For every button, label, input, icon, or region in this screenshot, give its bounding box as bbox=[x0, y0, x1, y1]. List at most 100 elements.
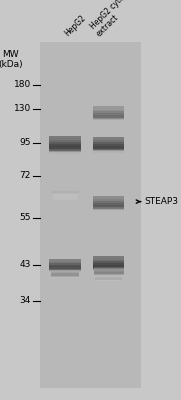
Bar bbox=[93, 106, 125, 118]
Bar bbox=[53, 196, 77, 198]
Text: MW
(kDa): MW (kDa) bbox=[0, 50, 23, 69]
Bar bbox=[93, 201, 125, 204]
Bar bbox=[93, 150, 125, 152]
Bar bbox=[49, 151, 81, 154]
Text: STEAP3: STEAP3 bbox=[145, 197, 179, 206]
Bar bbox=[53, 198, 77, 200]
Bar bbox=[93, 142, 125, 145]
Bar bbox=[93, 115, 125, 118]
Bar bbox=[93, 199, 125, 202]
Bar bbox=[94, 268, 124, 269]
Bar bbox=[49, 266, 81, 269]
Bar bbox=[52, 192, 79, 193]
Bar bbox=[93, 138, 125, 140]
Bar bbox=[51, 272, 79, 273]
Bar bbox=[95, 278, 122, 280]
Bar bbox=[93, 269, 125, 271]
Bar bbox=[93, 140, 125, 143]
Text: 130: 130 bbox=[14, 104, 31, 113]
Bar bbox=[93, 209, 125, 211]
Bar bbox=[93, 196, 125, 208]
Bar bbox=[49, 142, 81, 145]
Bar bbox=[40, 42, 141, 388]
Bar bbox=[52, 188, 79, 189]
Bar bbox=[49, 262, 81, 264]
Bar bbox=[49, 149, 81, 152]
Bar bbox=[53, 195, 77, 196]
Bar bbox=[93, 113, 125, 116]
Bar bbox=[49, 265, 81, 267]
Bar bbox=[95, 279, 122, 280]
Bar bbox=[93, 268, 125, 270]
Bar bbox=[93, 208, 125, 210]
Bar bbox=[95, 280, 122, 281]
Bar bbox=[53, 194, 77, 199]
Bar bbox=[51, 274, 79, 275]
Bar bbox=[94, 269, 124, 270]
Bar bbox=[94, 272, 124, 274]
Bar bbox=[51, 272, 79, 274]
Text: 43: 43 bbox=[19, 260, 31, 269]
Bar bbox=[93, 146, 125, 149]
Bar bbox=[52, 194, 79, 195]
Bar bbox=[93, 110, 125, 112]
Bar bbox=[51, 270, 79, 276]
Bar bbox=[49, 148, 81, 151]
Bar bbox=[94, 274, 124, 276]
Bar bbox=[94, 271, 124, 273]
Bar bbox=[95, 278, 122, 279]
Bar bbox=[95, 275, 122, 280]
Bar bbox=[93, 116, 125, 119]
Bar bbox=[49, 269, 81, 271]
Bar bbox=[53, 199, 77, 200]
Bar bbox=[51, 277, 79, 278]
Text: 95: 95 bbox=[19, 138, 31, 147]
Bar bbox=[93, 203, 125, 206]
Bar bbox=[94, 273, 124, 275]
Bar bbox=[49, 140, 81, 143]
Text: 72: 72 bbox=[19, 172, 31, 180]
Bar bbox=[93, 265, 125, 268]
Text: 55: 55 bbox=[19, 214, 31, 222]
Bar bbox=[93, 260, 125, 262]
Bar bbox=[52, 189, 79, 190]
Bar bbox=[93, 111, 125, 114]
Text: HepG2: HepG2 bbox=[62, 13, 87, 38]
Bar bbox=[51, 276, 79, 277]
Bar bbox=[49, 144, 81, 147]
Bar bbox=[53, 196, 77, 197]
Bar bbox=[49, 260, 81, 262]
Bar bbox=[93, 204, 125, 208]
Bar bbox=[52, 193, 79, 194]
Bar bbox=[94, 267, 124, 274]
Bar bbox=[93, 144, 125, 147]
Bar bbox=[49, 270, 81, 272]
Bar bbox=[49, 138, 81, 140]
Bar bbox=[93, 137, 125, 149]
Bar bbox=[94, 270, 124, 272]
Bar bbox=[53, 198, 77, 199]
Bar bbox=[51, 275, 79, 277]
Text: HepG2 cytoplasm
extract: HepG2 cytoplasm extract bbox=[88, 0, 149, 38]
Bar bbox=[52, 187, 79, 193]
Bar bbox=[49, 268, 81, 270]
Text: 34: 34 bbox=[19, 296, 31, 305]
Bar bbox=[52, 191, 79, 192]
Bar bbox=[93, 108, 125, 110]
Bar bbox=[51, 274, 79, 276]
Bar bbox=[93, 206, 125, 209]
Bar bbox=[49, 136, 81, 149]
Bar bbox=[95, 276, 122, 277]
Bar bbox=[93, 197, 125, 199]
Bar bbox=[49, 259, 81, 269]
Bar bbox=[95, 277, 122, 278]
Bar bbox=[93, 263, 125, 266]
Bar bbox=[93, 149, 125, 151]
Bar bbox=[94, 275, 124, 276]
Bar bbox=[52, 192, 79, 194]
Bar bbox=[93, 262, 125, 264]
Bar bbox=[93, 119, 125, 121]
Bar bbox=[93, 147, 125, 150]
Text: 180: 180 bbox=[14, 80, 31, 89]
Bar bbox=[93, 258, 125, 260]
